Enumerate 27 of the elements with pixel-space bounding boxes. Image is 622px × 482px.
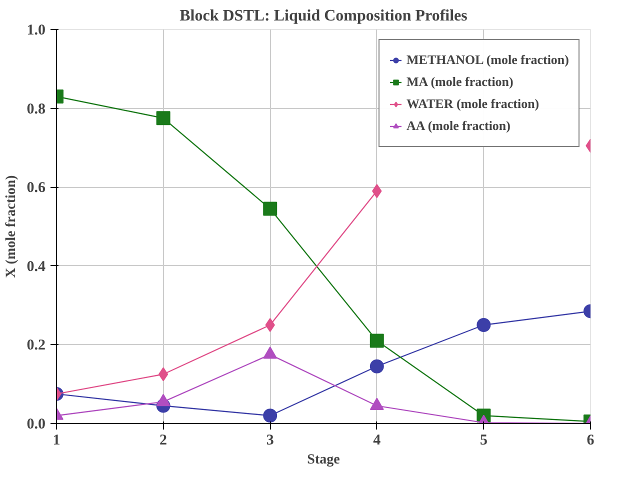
legend-label: WATER (mole fraction) — [406, 96, 540, 112]
x-axis-title: Stage — [307, 452, 340, 468]
y-tick-label: 0.6 — [26, 180, 46, 196]
x-tick-label: 1 — [52, 432, 60, 448]
point — [370, 334, 384, 348]
y-tick-label: 0.0 — [26, 416, 46, 432]
legend-label: AA (mole fraction) — [406, 118, 510, 134]
y-tick-label: 0.4 — [26, 258, 46, 275]
x-tick-label: 5 — [480, 432, 488, 448]
point — [263, 408, 278, 423]
point — [158, 367, 168, 382]
point — [370, 359, 384, 374]
point — [263, 202, 278, 216]
chart-title: Block DSTL: Liquid Composition Profiles — [180, 8, 468, 24]
point — [265, 318, 275, 332]
point — [476, 318, 491, 332]
y-axis-title: X (mole fraction) — [4, 174, 19, 278]
x-tick-label: 6 — [586, 432, 595, 448]
y-tick-label: 0.8 — [26, 101, 46, 118]
x-tick-label: 3 — [266, 432, 274, 448]
legend-label: MA (mole fraction) — [406, 74, 514, 90]
y-tick-label: 1.0 — [26, 22, 46, 38]
legend-label: METHANOL (mole fraction) — [406, 52, 569, 68]
x-tick-label: 4 — [373, 432, 382, 448]
x-tick-label: 2 — [160, 432, 168, 448]
y-tick-label: 0.2 — [26, 338, 46, 354]
point — [156, 111, 170, 126]
